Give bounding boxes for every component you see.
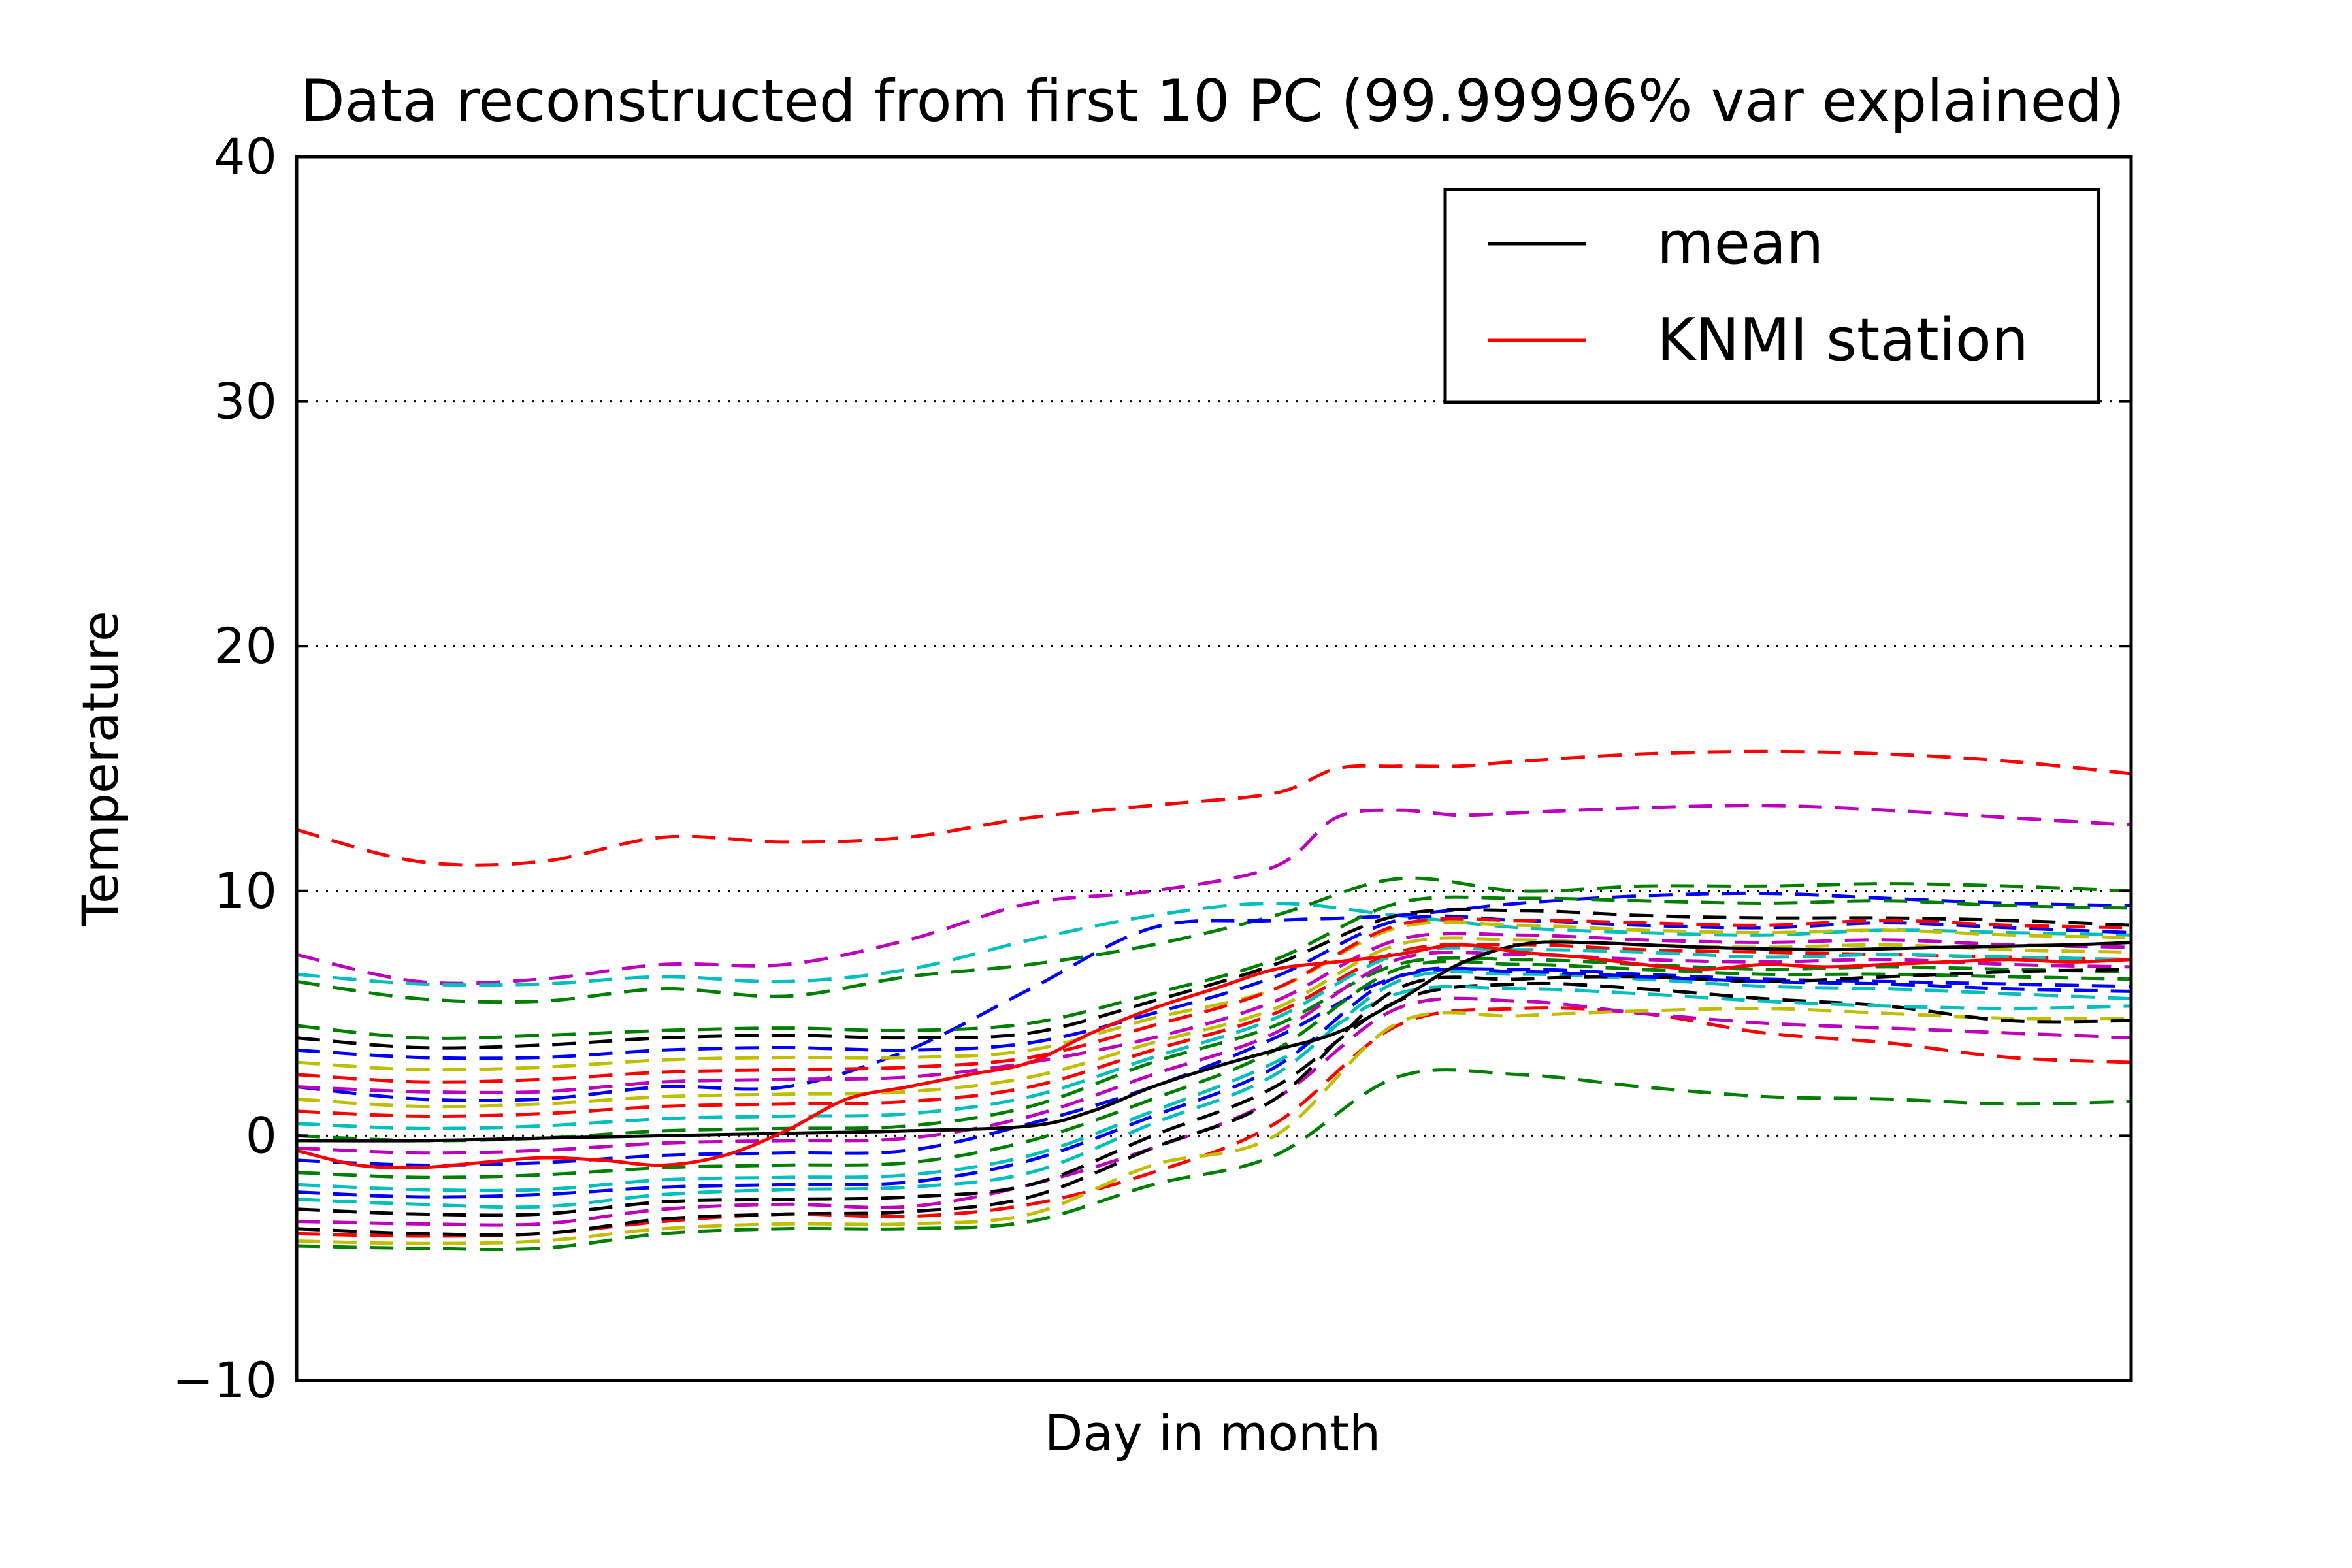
series-line-member-8 xyxy=(297,1007,2131,1245)
series-line-knmi-station xyxy=(297,943,2131,1169)
legend: mean KNMI station xyxy=(1443,188,2100,404)
series-line-member-20 xyxy=(297,917,2131,1084)
series-line-member-0 xyxy=(297,749,2131,867)
y-tick-label: −10 xyxy=(172,1351,277,1409)
series-line-member-18 xyxy=(297,914,2131,1060)
series-line-member-24 xyxy=(297,946,2131,1130)
series-line-member-10 xyxy=(297,985,2131,1192)
legend-knmi-label: KNMI station xyxy=(1657,306,2029,374)
y-tick-label: 40 xyxy=(214,127,277,186)
series-line-member-15 xyxy=(297,921,2131,1072)
series-line-member-22 xyxy=(297,936,2131,1109)
y-tick-label: 0 xyxy=(246,1106,277,1164)
series-line-member-14 xyxy=(297,932,2131,1094)
y-axis-ticks: −10 0 10 20 30 40 xyxy=(172,127,2131,1409)
series-line-mean xyxy=(297,940,2131,1143)
plot-frame xyxy=(295,155,2133,1382)
series-line-member-9 xyxy=(297,981,2131,1217)
series-line-member-13 xyxy=(297,942,2131,1119)
series-line-member-4 xyxy=(297,891,2131,1103)
series-line-member-16 xyxy=(297,907,2131,1050)
series-line-member-25 xyxy=(297,966,2131,1199)
series-line-member-19 xyxy=(297,960,2131,1179)
series-line-member-7 xyxy=(297,996,2131,1227)
series-line-member-3 xyxy=(297,876,2131,1004)
series-line-member-1 xyxy=(297,804,2131,985)
chart-title: Data reconstructed from first 10 PC (99.… xyxy=(301,67,2125,135)
y-tick-label: 20 xyxy=(214,617,277,675)
legend-box xyxy=(1443,188,2100,404)
series-line-member-26 xyxy=(297,895,2131,1040)
series-line-member-5 xyxy=(297,1068,2131,1252)
series-lines xyxy=(297,749,2131,1252)
series-line-member-21 xyxy=(297,950,2131,1155)
legend-mean-label: mean xyxy=(1657,209,1823,278)
series-line-member-23 xyxy=(297,968,2131,1237)
x-axis-label: Day in month xyxy=(1045,1404,1380,1462)
y-tick-label: 10 xyxy=(214,862,277,920)
y-axis-label: Temperature xyxy=(71,611,129,926)
y-tick-label: 30 xyxy=(214,372,277,431)
series-line-member-17 xyxy=(297,970,2131,1209)
